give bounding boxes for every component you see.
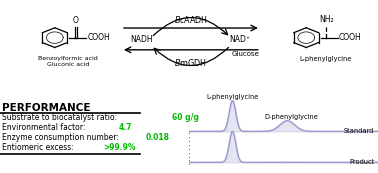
Text: 4.7: 4.7	[119, 123, 132, 132]
Text: NH₂: NH₂	[319, 15, 333, 24]
Text: $\mathit{B}$mGDH: $\mathit{B}$mGDH	[175, 57, 207, 68]
Text: Product: Product	[349, 159, 374, 165]
Text: Substrate to biocatalyst ratio:: Substrate to biocatalyst ratio:	[2, 113, 119, 122]
Text: $\mathit{Bc}$AADH: $\mathit{Bc}$AADH	[174, 14, 208, 25]
Text: >99.9%: >99.9%	[103, 143, 135, 152]
Text: L-phenylglycine: L-phenylglycine	[206, 94, 259, 100]
Text: 0.018: 0.018	[146, 133, 169, 142]
Text: Standard: Standard	[344, 128, 374, 134]
Text: PERFORMANCE: PERFORMANCE	[2, 103, 90, 113]
Text: Glucose: Glucose	[232, 51, 260, 57]
Text: COOH: COOH	[339, 33, 361, 42]
Text: Entiomeric excess:: Entiomeric excess:	[2, 143, 76, 152]
Text: Enzyme consumption number:: Enzyme consumption number:	[2, 133, 121, 142]
Text: COOH: COOH	[87, 33, 110, 42]
Text: Environmental factor:: Environmental factor:	[2, 123, 88, 132]
Text: NAD⁺: NAD⁺	[229, 35, 251, 44]
Text: L-phenylglycine: L-phenylglycine	[300, 56, 352, 62]
Text: NADH: NADH	[130, 35, 153, 44]
Text: Benzoylformic acid
Gluconic acid: Benzoylformic acid Gluconic acid	[38, 56, 98, 67]
Text: D-phenylglycine: D-phenylglycine	[264, 114, 318, 120]
Text: O: O	[73, 16, 79, 25]
Text: 60 g/g: 60 g/g	[172, 113, 199, 122]
